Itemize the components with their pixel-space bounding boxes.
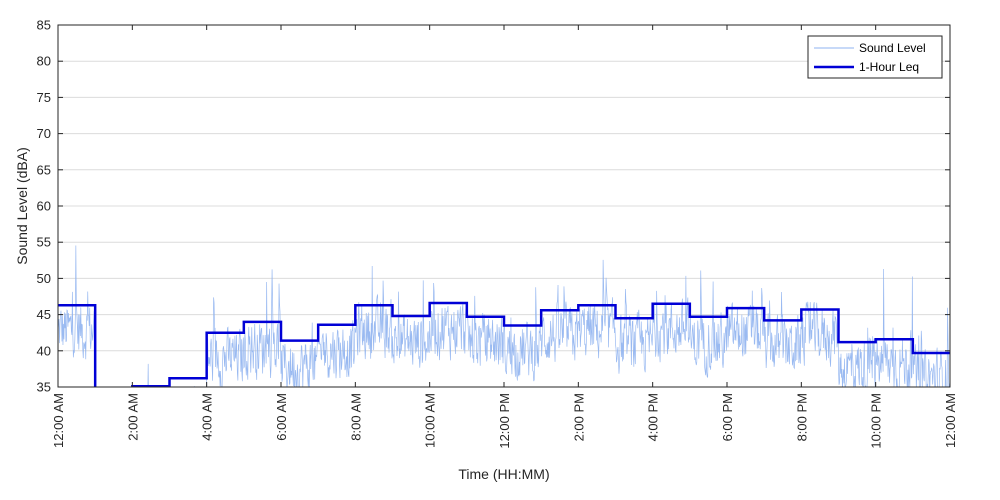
y-tick-label: 85 [37,18,51,33]
y-tick-label: 65 [37,162,51,177]
x-tick-label: 8:00 PM [794,393,809,441]
y-tick-label: 70 [37,126,51,141]
x-axis-ticks: 12:00 AM 2:00 AM 4:00 AM 6:00 AM 8:00 AM 10:0… [51,25,958,449]
y-tick-label: 50 [37,271,51,286]
y-tick-label: 55 [37,235,51,250]
x-tick-label: 2:00 PM [571,393,586,441]
y-axis-title: Sound Level (dBA) [14,147,30,265]
x-tick-label: 4:00 AM [200,393,215,441]
x-tick-label: 4:00 PM [646,393,661,441]
leq-series [58,301,950,387]
legend-label-sound-level: Sound Level [859,41,926,55]
y-tick-label: 35 [37,380,51,395]
legend: Sound Level 1-Hour Leq [807,35,943,79]
x-tick-label: 8:00 AM [348,393,363,441]
leq-step-line [58,301,950,387]
x-tick-label: 6:00 AM [274,393,289,441]
x-tick-label: 2:00 AM [125,393,140,441]
legend-box [807,35,943,79]
y-tick-label: 75 [37,90,51,105]
legend-label-leq: 1-Hour Leq [859,60,919,74]
x-tick-label: 12:00 AM [51,393,66,448]
y-tick-label: 80 [37,54,51,69]
x-tick-label: 12:00 PM [497,393,512,449]
y-axis-ticks: 35 40 45 50 55 60 65 70 75 80 85 [37,18,950,395]
y-tick-label: 60 [37,199,51,214]
y-tick-label: 40 [37,343,51,358]
y-tick-label: 45 [37,307,51,322]
x-tick-label: 10:00 PM [869,393,884,449]
x-tick-label: 10:00 AM [423,393,438,448]
x-axis-title: Time (HH:MM) [458,466,549,482]
x-tick-label: 12:00 AM [943,393,958,448]
x-tick-label: 6:00 PM [720,393,735,441]
